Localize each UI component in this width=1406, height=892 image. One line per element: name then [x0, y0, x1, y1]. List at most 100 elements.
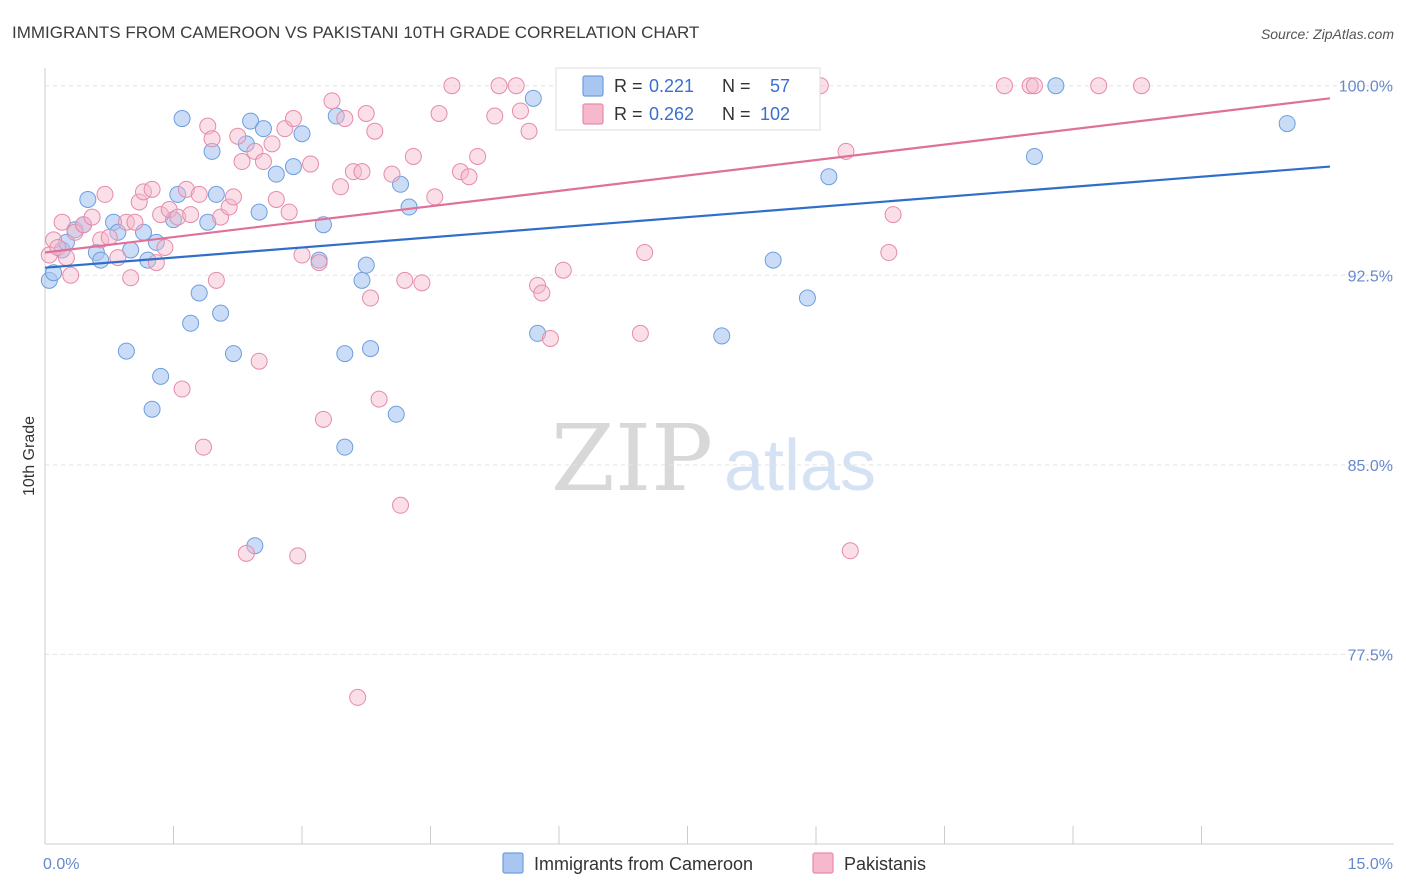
- y-tick-labels: 100.0% 92.5% 85.0% 77.5%: [1339, 79, 1393, 665]
- point-pakistanis: [554, 261, 572, 279]
- point-cameroon: [524, 89, 542, 107]
- point-pakistanis: [310, 254, 328, 272]
- point-pakistanis: [284, 110, 302, 128]
- point-pakistanis: [96, 185, 114, 203]
- point-cameroon: [199, 213, 217, 231]
- x-tick-labels: 0.0% 15.0%: [43, 856, 1393, 873]
- legend-r-label-pakistanis: R =: [614, 104, 643, 124]
- point-pakistanis: [486, 107, 504, 125]
- point-pakistanis: [280, 203, 298, 221]
- point-pakistanis: [1133, 77, 1151, 95]
- point-cameroon: [203, 142, 221, 160]
- point-pakistanis: [511, 102, 529, 120]
- point-pakistanis: [190, 185, 208, 203]
- point-pakistanis: [392, 496, 410, 514]
- point-pakistanis: [880, 244, 898, 262]
- point-cameroon: [45, 264, 63, 282]
- zipatlas-watermark: ZIP atlas: [551, 405, 876, 512]
- y-axis-label: 10th Grade: [21, 416, 38, 496]
- point-pakistanis: [152, 206, 170, 224]
- point-cameroon: [79, 190, 97, 208]
- point-cameroon: [284, 158, 302, 176]
- point-pakistanis: [126, 213, 144, 231]
- point-pakistanis: [314, 410, 332, 428]
- watermark-atlas: atlas: [724, 426, 876, 506]
- point-cameroon: [190, 284, 208, 302]
- point-cameroon: [336, 345, 354, 363]
- point-cameroon: [529, 324, 547, 342]
- point-pakistanis: [1090, 77, 1108, 95]
- legend-n-label-cameroon: N =: [722, 76, 751, 96]
- point-pakistanis: [169, 208, 187, 226]
- bottom-legend-swatch-cameroon: [502, 852, 524, 874]
- legend-r-label-cameroon: R =: [614, 76, 643, 96]
- point-pakistanis: [631, 324, 649, 342]
- point-pakistanis: [182, 206, 200, 224]
- point-pakistanis: [460, 168, 478, 186]
- legend-n-value-pakistanis: 102: [760, 104, 790, 124]
- y-tick-label: 100.0%: [1339, 79, 1393, 96]
- point-pakistanis: [336, 110, 354, 128]
- point-pakistanis: [293, 246, 311, 264]
- legend-n-label-pakistanis: N =: [722, 104, 751, 124]
- point-cameroon: [207, 185, 225, 203]
- point-cameroon: [798, 289, 816, 307]
- point-pakistanis: [383, 165, 401, 183]
- point-cameroon: [764, 251, 782, 269]
- point-pakistanis: [1021, 77, 1039, 95]
- chart-source: Source: ZipAtlas.com: [1261, 26, 1394, 42]
- legend: R = 0.221 N = 57 R = 0.262 N = 102: [555, 67, 821, 131]
- point-cameroon: [152, 367, 170, 385]
- legend-swatch-cameroon: [582, 75, 604, 97]
- point-pakistanis: [430, 104, 448, 122]
- point-cameroon: [169, 185, 187, 203]
- point-pakistanis: [520, 122, 538, 140]
- point-pakistanis: [237, 544, 255, 562]
- legend-n-value-cameroon: 57: [770, 76, 790, 96]
- point-pakistanis: [443, 77, 461, 95]
- point-pakistanis: [177, 180, 195, 198]
- point-pakistanis: [451, 163, 469, 181]
- point-pakistanis: [263, 135, 281, 153]
- trend-lines: [44, 97, 1331, 269]
- point-pakistanis: [353, 163, 371, 181]
- point-pakistanis: [404, 147, 422, 165]
- point-pakistanis: [349, 688, 367, 706]
- point-pakistanis: [233, 153, 251, 171]
- point-cameroon: [224, 345, 242, 363]
- point-cameroon: [713, 327, 731, 345]
- point-pakistanis: [62, 266, 80, 284]
- point-cameroon: [267, 165, 285, 183]
- point-pakistanis: [357, 104, 375, 122]
- point-pakistanis: [323, 92, 341, 110]
- point-pakistanis: [122, 269, 140, 287]
- point-cameroon: [182, 314, 200, 332]
- point-cameroon: [117, 342, 135, 360]
- point-cameroon: [400, 198, 418, 216]
- point-cameroon: [242, 112, 260, 130]
- point-pakistanis: [254, 153, 272, 171]
- point-pakistanis: [413, 274, 431, 292]
- point-pakistanis: [362, 289, 380, 307]
- point-cameroon: [314, 216, 332, 234]
- y-tick-label: 77.5%: [1348, 647, 1393, 664]
- point-pakistanis: [53, 213, 71, 231]
- point-pakistanis: [147, 254, 165, 272]
- point-cameroon: [212, 304, 230, 322]
- y-tick-label: 92.5%: [1348, 268, 1393, 285]
- trend-line-cameroon: [44, 165, 1331, 269]
- point-pakistanis: [344, 163, 362, 181]
- point-pakistanis: [57, 249, 75, 267]
- point-pakistanis: [507, 77, 525, 95]
- point-cameroon: [1047, 77, 1065, 95]
- point-cameroon: [336, 438, 354, 456]
- point-pakistanis: [220, 198, 238, 216]
- point-cameroon: [387, 405, 405, 423]
- point-cameroon: [143, 400, 161, 418]
- point-pakistanis: [995, 77, 1013, 95]
- axes: [44, 68, 1394, 845]
- point-pakistanis: [1025, 77, 1043, 95]
- point-pakistanis: [229, 127, 247, 145]
- trend-line-pakistanis: [44, 97, 1331, 254]
- y-tick-label: 85.0%: [1348, 458, 1393, 475]
